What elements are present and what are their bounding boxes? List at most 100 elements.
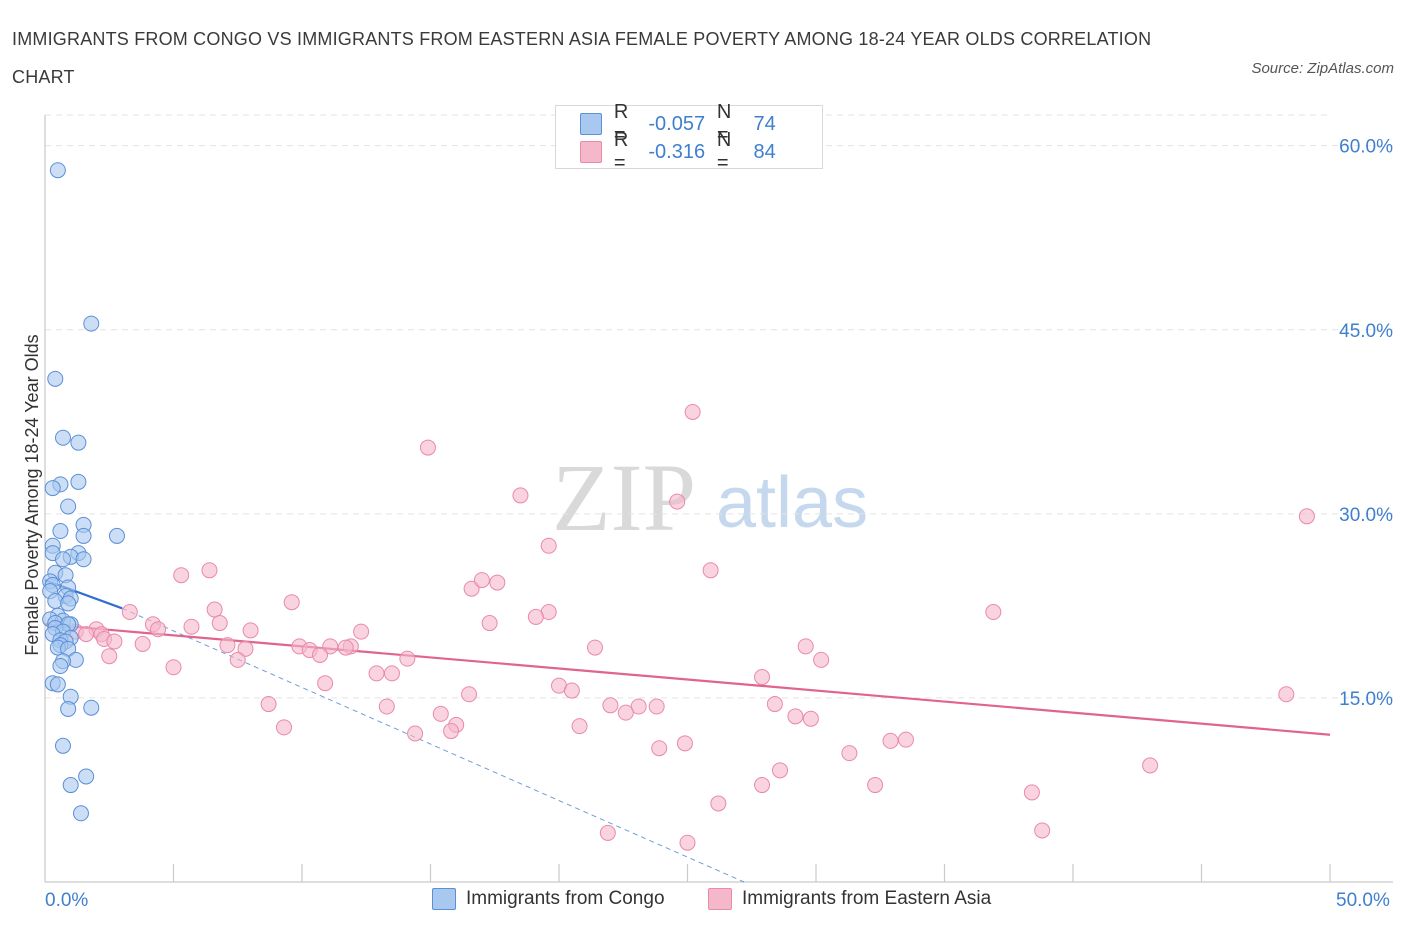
point-congo (49, 162, 66, 179)
point-eastern-asia (229, 651, 246, 668)
point-eastern-asia (630, 698, 647, 715)
point-eastern-asia (481, 615, 498, 632)
point-eastern-asia (134, 635, 151, 652)
point-eastern-asia (602, 697, 619, 714)
x-axis-max-label: 50.0% (1336, 890, 1390, 911)
point-eastern-asia (772, 762, 789, 779)
y-tick-label: 60.0% (1339, 137, 1393, 158)
point-congo (62, 777, 79, 794)
point-eastern-asia (512, 487, 529, 504)
series-legend-eastern-asia[interactable]: Immigrants from Eastern Asia (708, 888, 991, 910)
point-eastern-asia (754, 669, 771, 686)
axes (44, 115, 1393, 883)
point-congo (60, 700, 77, 717)
point-congo (52, 658, 69, 675)
y-tick-labels: 15.0% 30.0% 45.0% 60.0% (1339, 137, 1393, 710)
legend-n-value: 74 (753, 112, 776, 135)
point-congo (54, 429, 71, 446)
series-swatch-eastern-asia (708, 888, 732, 910)
point-eastern-asia (461, 686, 478, 703)
series-legend-congo[interactable]: Immigrants from Congo (432, 888, 665, 910)
point-eastern-asia (599, 824, 616, 841)
point-eastern-asia (368, 665, 385, 682)
point-eastern-asia (78, 626, 95, 643)
legend-row-congo: R = -0.057 N = 74 (580, 101, 822, 146)
y-tick-label: 30.0% (1339, 505, 1393, 526)
point-eastern-asia (322, 638, 339, 655)
point-eastern-asia (121, 604, 138, 621)
source-label: Source: ZipAtlas.com (1251, 60, 1394, 77)
point-eastern-asia (237, 640, 254, 657)
series-label-eastern-asia: Immigrants from Eastern Asia (742, 888, 992, 909)
legend-r-label: R = (613, 129, 629, 174)
point-eastern-asia (317, 675, 334, 692)
point-eastern-asia (586, 639, 603, 656)
point-congo (52, 523, 69, 540)
point-eastern-asia (489, 574, 506, 591)
series-legend: Immigrants from Congo Immigrants from Ea… (0, 888, 1406, 918)
point-congo (83, 699, 100, 716)
point-eastern-asia (867, 777, 884, 794)
series-label-congo: Immigrants from Congo (466, 888, 665, 909)
point-congo (54, 737, 71, 754)
point-congo (44, 480, 61, 497)
trend-line-congo-extension (121, 607, 745, 883)
trend-line-eastern-asia (44, 623, 1331, 736)
point-eastern-asia (985, 604, 1002, 621)
point-eastern-asia (283, 594, 300, 611)
point-eastern-asia (337, 639, 354, 656)
point-congo (75, 551, 92, 568)
point-eastern-asia (1142, 757, 1159, 774)
point-congo (75, 527, 92, 544)
point-eastern-asia (787, 708, 804, 725)
point-eastern-asia (311, 646, 328, 663)
point-congo (60, 498, 77, 515)
point-eastern-asia (841, 745, 858, 762)
point-eastern-asia (106, 633, 123, 650)
point-eastern-asia (527, 608, 544, 625)
point-eastern-asia (101, 648, 118, 665)
legend-swatch-eastern-asia (580, 141, 602, 163)
point-eastern-asia (563, 682, 580, 699)
point-eastern-asia (173, 567, 190, 584)
point-eastern-asia (443, 723, 460, 740)
data-points (42, 162, 1315, 851)
point-eastern-asia (419, 439, 436, 456)
point-eastern-asia (242, 622, 259, 639)
point-eastern-asia (383, 665, 400, 682)
point-eastern-asia (260, 696, 277, 713)
point-eastern-asia (473, 572, 490, 589)
y-tick-label: 15.0% (1339, 689, 1393, 710)
point-eastern-asia (407, 725, 424, 742)
point-eastern-asia (276, 719, 293, 736)
point-eastern-asia (676, 735, 693, 752)
point-eastern-asia (463, 580, 480, 597)
point-eastern-asia (1034, 822, 1051, 839)
point-eastern-asia (150, 621, 167, 638)
point-eastern-asia (802, 710, 819, 727)
legend-r-value: -0.316 (648, 140, 706, 163)
point-eastern-asia (797, 638, 814, 655)
point-eastern-asia (882, 732, 899, 749)
point-eastern-asia (813, 651, 830, 668)
point-congo (54, 551, 71, 568)
point-eastern-asia (432, 705, 449, 722)
watermark-atlas: atlas (716, 463, 868, 543)
point-congo (83, 315, 100, 332)
watermark: ZIP atlas (552, 444, 868, 551)
legend-r-value: -0.057 (648, 112, 706, 135)
chart-title: IMMIGRANTS FROM CONGO VS IMMIGRANTS FROM… (12, 29, 1152, 87)
point-congo (72, 805, 89, 822)
point-eastern-asia (897, 731, 914, 748)
point-eastern-asia (1298, 508, 1315, 525)
grid (45, 114, 1395, 699)
series-swatch-congo (432, 888, 456, 910)
point-eastern-asia (648, 698, 665, 715)
legend-n-label: N = (716, 101, 732, 146)
legend-row-eastern-asia: R = -0.316 N = 84 (580, 129, 822, 174)
point-eastern-asia (206, 601, 223, 618)
point-congo (60, 595, 77, 612)
point-congo (49, 676, 66, 693)
legend-n-value: 84 (753, 140, 776, 163)
